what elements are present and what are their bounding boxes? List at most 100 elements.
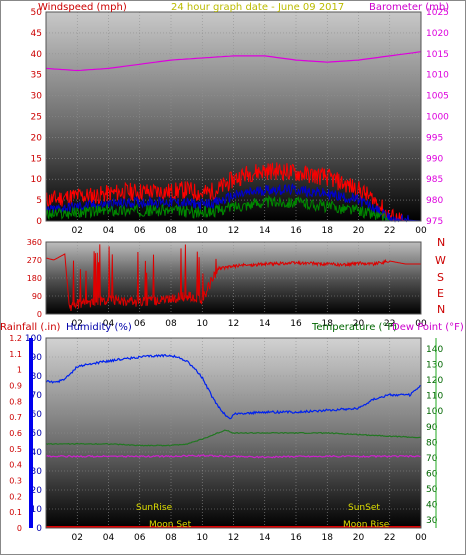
temp-y-tick: 130 <box>426 360 443 370</box>
temp-x-tick: 18 <box>322 533 334 543</box>
moonrise-label: Moon Rise <box>343 520 390 530</box>
wind-x-tick: 16 <box>290 226 302 236</box>
temp-y-tick: 120 <box>426 376 443 386</box>
direction-y-tick: 0 <box>37 310 42 319</box>
humidity-y-tick: 80 <box>31 372 43 382</box>
baro-y-tick: 995 <box>426 133 443 143</box>
direction-x-tick: 10 <box>197 319 209 329</box>
wind-y-tick: 20 <box>31 133 43 143</box>
humidity-y-tick: 40 <box>31 448 43 458</box>
rain-y-tick: 1 <box>17 366 22 375</box>
gust-line <box>45 162 421 222</box>
baro-y-tick: 1010 <box>426 71 449 81</box>
direction-x-tick: 06 <box>134 319 146 329</box>
wind-x-tick: 04 <box>103 226 115 236</box>
direction-y-tick: 270 <box>27 256 42 265</box>
compass-s: S <box>437 271 444 284</box>
temp-y-tick: 100 <box>426 407 443 417</box>
temp-y-tick: 90 <box>426 423 438 433</box>
humidity-axis-title: Humidity (%) <box>66 322 132 333</box>
temp-x-tick: 08 <box>165 533 177 543</box>
direction-x-tick: 20 <box>353 319 365 329</box>
rain-y-tick: 0.5 <box>9 445 22 454</box>
wind-y-tick: 45 <box>31 29 42 39</box>
rain-y-tick: 1.2 <box>9 334 22 343</box>
baro-y-tick: 1025 <box>426 8 449 18</box>
rain-y-tick: 0.9 <box>9 382 22 391</box>
humidity-y-tick: 20 <box>31 486 43 496</box>
temp-y-tick: 70 <box>426 454 438 464</box>
wind-y-tick: 0 <box>36 217 42 227</box>
panel1-frame <box>45 11 422 222</box>
rain-y-tick: 0.8 <box>9 397 22 406</box>
wind-y-tick: 25 <box>31 113 42 123</box>
baro-y-tick: 1020 <box>426 29 449 39</box>
temp-x-tick: 04 <box>103 533 115 543</box>
panel2-frame <box>45 241 422 315</box>
temp-y-tick: 60 <box>426 469 438 479</box>
baro-y-tick: 975 <box>426 217 443 227</box>
wind-y-tick: 50 <box>31 8 43 18</box>
direction-x-tick: 14 <box>259 319 271 329</box>
temp-x-tick: 12 <box>228 533 239 543</box>
baro-y-tick: 980 <box>426 196 443 206</box>
temp-x-tick: 00 <box>415 533 427 543</box>
temp-x-tick: 06 <box>134 533 146 543</box>
rainfall-axis-title: Rainfall (.in) <box>0 322 61 333</box>
wind-x-tick: 22 <box>384 226 395 236</box>
dewpoint-line <box>45 454 421 459</box>
baro-y-tick: 990 <box>426 154 443 164</box>
wind-x-tick: 12 <box>228 226 239 236</box>
direction-x-tick: 00 <box>415 319 427 329</box>
wind-y-tick: 30 <box>31 92 43 102</box>
barometer-axis-title: Barometer (mb) <box>369 2 449 13</box>
rain-y-tick: 0.2 <box>9 492 22 501</box>
average-wind-line <box>45 183 421 223</box>
temp-x-tick: 02 <box>72 533 83 543</box>
humidity-y-tick: 100 <box>25 334 42 344</box>
wind-x-tick: 10 <box>197 226 209 236</box>
wind-direction-line <box>45 244 421 311</box>
wind-x-tick: 06 <box>134 226 146 236</box>
temp-x-tick: 10 <box>197 533 209 543</box>
compass-e: E <box>437 287 444 300</box>
wind-y-tick: 40 <box>31 50 43 60</box>
temp-y-tick: 80 <box>426 438 438 448</box>
wind-y-tick: 35 <box>31 71 42 81</box>
temp-x-tick: 22 <box>384 533 395 543</box>
humidity-y-tick: 90 <box>31 353 43 363</box>
temp-y-tick: 30 <box>426 516 438 526</box>
wind-y-tick: 5 <box>36 196 42 206</box>
temp-y-tick: 110 <box>426 392 443 402</box>
temp-y-tick: 40 <box>426 501 438 511</box>
temp-y-tick: 140 <box>426 345 443 355</box>
humidity-y-tick: 30 <box>31 467 43 477</box>
wind-x-tick: 00 <box>415 226 427 236</box>
temperature-line <box>45 429 422 447</box>
temp-x-tick: 16 <box>290 533 302 543</box>
low-wind-line <box>45 194 421 222</box>
rain-y-tick: 0.6 <box>9 429 22 438</box>
baro-y-tick: 1015 <box>426 50 449 60</box>
compass-n-top: N <box>437 236 445 249</box>
compass-n-bottom: N <box>437 303 445 316</box>
sunrise-label: SunRise <box>136 503 173 513</box>
humidity-y-tick: 50 <box>31 429 43 439</box>
rain-y-tick: 0.1 <box>9 508 22 517</box>
temp-x-tick: 14 <box>259 533 271 543</box>
panel3-frame <box>45 337 422 529</box>
rain-y-tick: 0.7 <box>9 413 22 422</box>
sunset-label: SunSet <box>348 503 380 513</box>
wind-x-tick: 18 <box>322 226 334 236</box>
rain-y-tick: 0.3 <box>9 477 22 486</box>
wind-x-tick: 08 <box>165 226 177 236</box>
barometer-line <box>45 51 422 72</box>
rain-y-tick: 0 <box>17 524 22 533</box>
direction-y-tick: 90 <box>32 292 42 301</box>
direction-x-tick: 02 <box>72 319 83 329</box>
temp-y-tick: 50 <box>426 485 438 495</box>
temperature-axis-title: Temperature (°F) <box>311 322 397 333</box>
humidity-y-tick: 60 <box>31 410 43 420</box>
dewpoint-axis-title: Dew Point (°F) <box>392 322 464 333</box>
baro-y-tick: 1000 <box>426 113 449 123</box>
